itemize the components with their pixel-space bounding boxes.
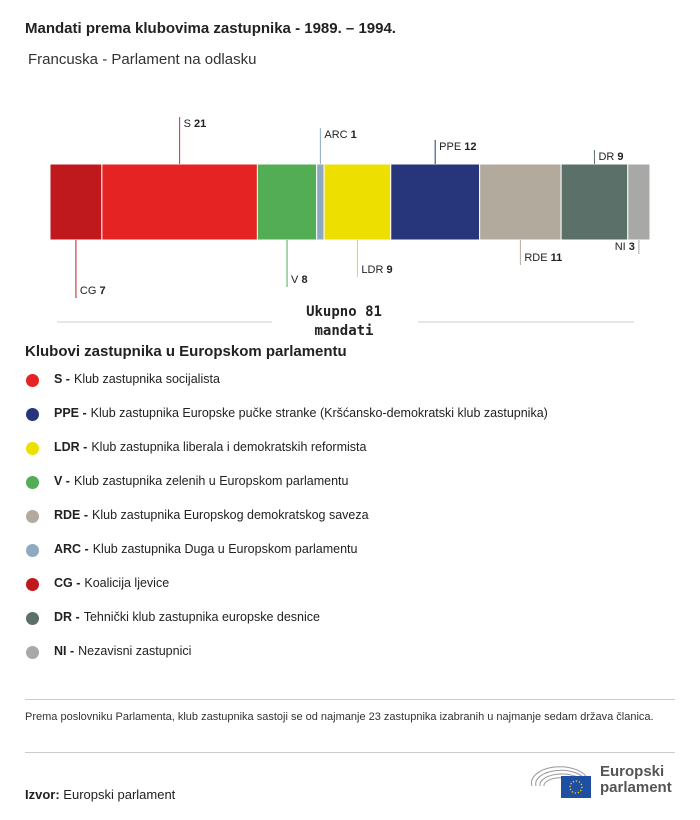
bar-segment-ni [627,163,651,241]
source-label: Izvor: [25,787,60,802]
legend-abbr: S - [54,372,70,386]
parliament-hemicycle-icon [531,766,591,798]
legend-item-cg: CG - Koalicija ljevice [25,576,548,610]
legend-text: Klub zastupnika Europske pučke stranke (… [90,406,548,420]
legend-abbr: ARC - [54,542,89,556]
bar-segment-dr [560,163,629,241]
legend-color-dot [26,544,39,557]
legend-color-dot [26,578,39,591]
data-label: CG 7 [80,285,106,297]
data-label: NI 3 [615,241,635,253]
bar-segment-s [101,163,258,241]
bar-segment-arc [316,163,325,241]
legend-item-rde: RDE - Klub zastupnika Europskog demokrats… [25,508,548,542]
legend-abbr: PPE - [54,406,87,420]
divider [25,699,675,700]
legend-text: Klub zastupnika Duga u Europskom parlame… [92,542,358,556]
data-label: LDR 9 [361,264,392,276]
legend-title: Klubovi zastupnika u Europskom parlament… [25,343,347,360]
stacked-bar-chart: CG 7 S 21 V 8 ARC 1 LDR 9 PPE 12 RDE 11 DR 9 NI … [49,117,651,323]
logo-text-line2: parlament [600,779,672,796]
legend-color-dot [26,646,39,659]
legend-text: Klub zastupnika socijalista [73,372,220,386]
data-label: DR 9 [598,151,623,163]
source-value: Europski parlament [63,787,176,802]
legend-abbr: LDR - [54,440,88,454]
bar-segment-ppe [390,163,481,241]
data-label: RDE 11 [524,252,562,264]
chart-title: Mandati prema klubovima zastupnika - 198… [25,20,396,37]
chart-subtitle: Francuska - Parlament na odlasku [28,51,257,68]
legend-item-ldr: LDR - Klub zastupnika liberala i demokrat… [25,440,548,474]
legend-color-dot [26,408,39,421]
legend-item-ni: NI - Nezavisni zastupnici [25,644,548,678]
divider [25,752,675,753]
legend-text: Klub zastupnika liberala i demokratskih … [91,440,367,454]
legend-item-s: S - Klub zastupnika socijalista [25,372,548,406]
eu-flag-icon [561,776,591,798]
legend-item-dr: DR - Tehnički klub zastupnika europske de… [25,610,548,644]
data-label: PPE 12 [439,141,476,153]
bar-segment-cg [49,163,103,241]
legend-abbr: DR - [54,610,80,624]
legend-abbr: CG - [54,576,81,590]
bar-segment-ldr [323,163,392,241]
bar-segment-rde [479,163,562,241]
legend-text: Klub zastupnika Europskog demokratskog s… [92,508,369,522]
legend-abbr: RDE - [54,508,89,522]
legend-text: Koalicija ljevice [84,576,170,590]
legend-abbr: V - [54,474,70,488]
data-label: ARC 1 [324,129,356,141]
legend: S - Klub zastupnika socijalista PPE - Klub … [25,372,548,678]
legend-color-dot [26,476,39,489]
europarl-logo: Europski parlament [528,760,672,800]
logo-text-line1: Europski [600,763,665,780]
total-seats-label: Ukupno 81 mandati [306,304,382,339]
legend-color-dot [26,510,39,523]
legend-item-v: V - Klub zastupnika zelenih u Europskom p… [25,474,548,508]
data-label: S 21 [184,118,207,130]
legend-text: Nezavisni zastupnici [78,644,192,658]
bar-segment-v [256,163,318,241]
footnote: Prema poslovniku Parlamenta, klub zastup… [25,711,654,723]
legend-text: Klub zastupnika zelenih u Europskom parl… [73,474,349,488]
legend-color-dot [26,612,39,625]
source: Izvor: Europski parlament [25,787,175,802]
legend-color-dot [26,374,39,387]
legend-text: Tehnički klub zastupnika europske desnic… [83,610,320,624]
data-label: V 8 [291,274,308,286]
legend-item-arc: ARC - Klub zastupnika Duga u Europskom pa… [25,542,548,576]
legend-color-dot [26,442,39,455]
legend-abbr: NI - [54,644,75,658]
legend-item-ppe: PPE - Klub zastupnika Europske pučke stra… [25,406,548,440]
